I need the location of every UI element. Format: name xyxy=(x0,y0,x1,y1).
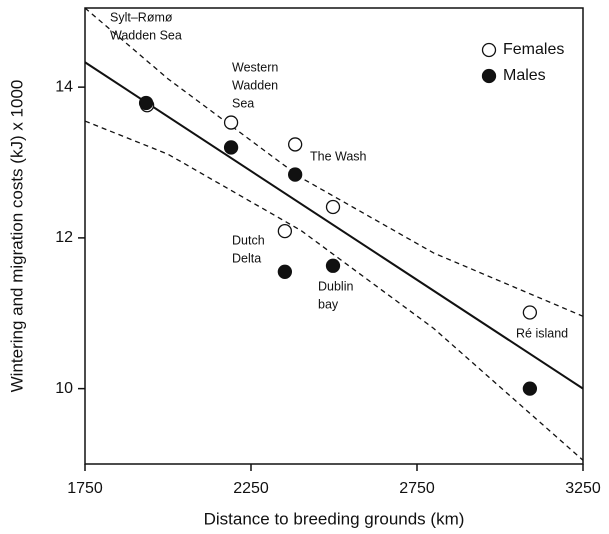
y-tick-label: 10 xyxy=(55,380,73,397)
annotation: Ré island xyxy=(516,326,568,340)
annotation: Dutch xyxy=(232,233,265,247)
x-axis-label: Distance to breeding grounds (km) xyxy=(204,509,465,528)
data-point xyxy=(138,95,154,111)
legend-label: Females xyxy=(503,41,564,58)
y-tick-label: 14 xyxy=(55,78,73,95)
y-axis-label: Wintering and migration costs (kJ) x 100… xyxy=(7,80,26,393)
annotation: Sylt–Rømø xyxy=(110,10,173,24)
data-point xyxy=(288,167,303,182)
annotation: Wadden xyxy=(232,78,278,92)
annotation: bay xyxy=(318,297,339,311)
y-tick-label: 12 xyxy=(55,229,73,246)
plot-frame xyxy=(84,7,584,465)
data-point xyxy=(325,258,341,273)
annotation: The Wash xyxy=(310,149,367,163)
x-tick-label: 3250 xyxy=(565,480,601,497)
data-point xyxy=(223,115,239,130)
legend-label: Males xyxy=(503,67,546,84)
legend-marker xyxy=(481,68,497,84)
data-point xyxy=(277,264,293,279)
data-point xyxy=(325,199,341,215)
data-point xyxy=(288,137,303,152)
annotation: Western xyxy=(232,60,278,74)
data-point xyxy=(522,305,538,320)
x-tick-label: 1750 xyxy=(67,480,103,497)
data-point xyxy=(223,140,239,155)
annotation: Sea xyxy=(232,96,254,110)
data-point xyxy=(277,223,293,239)
fit-line xyxy=(85,61,583,390)
data-point xyxy=(522,381,538,396)
legend-marker xyxy=(481,42,497,58)
annotation: Wadden Sea xyxy=(110,28,182,42)
x-tick-label: 2250 xyxy=(233,480,269,497)
x-tick-label: 2750 xyxy=(399,480,435,497)
annotation: Dublin xyxy=(318,279,353,293)
annotation: Delta xyxy=(232,251,261,265)
